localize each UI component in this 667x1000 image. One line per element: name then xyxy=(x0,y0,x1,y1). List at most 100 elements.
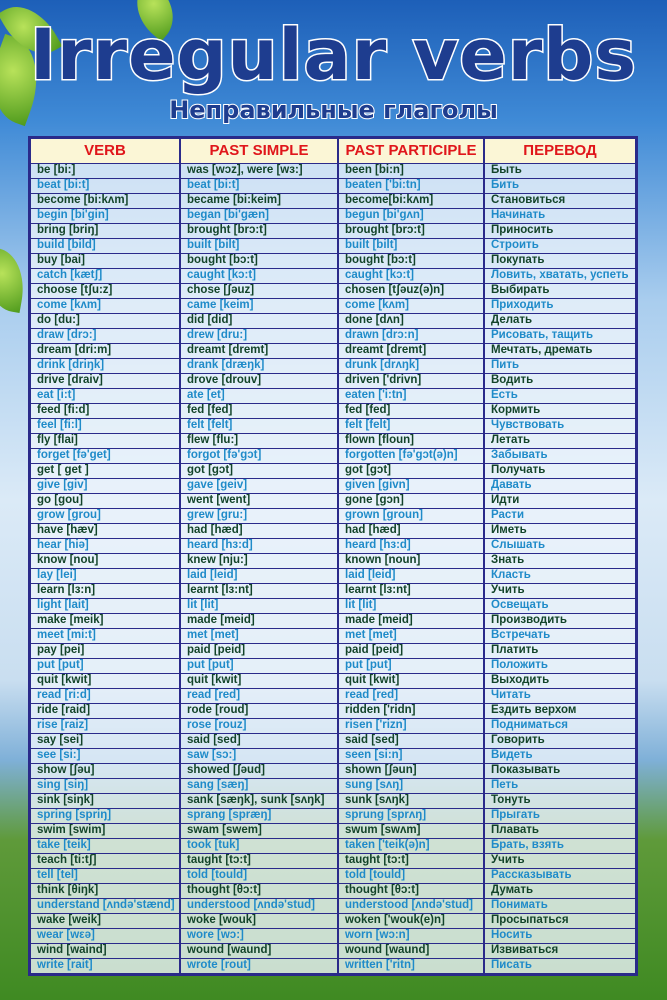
table-row: drive [draiv] drove [drouv] driven ['drivn… xyxy=(31,373,635,388)
past-participle-cell: paid [peid] xyxy=(339,644,485,658)
table-row: light [lait] lit [lit] lit [lit] Освещать xyxy=(31,598,635,613)
past-participle-cell: made [meid] xyxy=(339,614,485,628)
verb-cell: dream [dri:m] xyxy=(31,344,181,358)
past-simple-cell: wrote [rout] xyxy=(181,959,339,973)
verb-cell: get [ get ] xyxy=(31,464,181,478)
verb-cell: feed [fi:d] xyxy=(31,404,181,418)
verb-cell: spring [spriŋ] xyxy=(31,809,181,823)
verb-cell: rise [raiz] xyxy=(31,719,181,733)
translation-cell: Получать xyxy=(485,464,635,478)
table-row: choose [tʃu:z] chose [ʃəuz] chosen [tʃəuz(… xyxy=(31,283,635,298)
translation-cell: Положить xyxy=(485,659,635,673)
table-row: be [bi:] was [wɔz], were [wɜ:] been [bi:n]… xyxy=(31,163,635,178)
translation-cell: Освещать xyxy=(485,599,635,613)
translation-cell: Ездить верхом xyxy=(485,704,635,718)
past-participle-cell: sung [sʌŋ] xyxy=(339,779,485,793)
past-participle-cell: chosen [tʃəuz(ə)n] xyxy=(339,284,485,298)
table-row: wake [weik] woke [wouk] woken ['wouk(e)n] П… xyxy=(31,913,635,928)
past-participle-cell: grown [groun] xyxy=(339,509,485,523)
past-participle-cell: worn [wɔ:n] xyxy=(339,929,485,943)
past-participle-cell: lit [lit] xyxy=(339,599,485,613)
table-row: meet [mi:t] met [met] met [met] Встречать xyxy=(31,628,635,643)
table-row: drink [driŋk] drank [dræŋk] drunk [drʌŋk] П… xyxy=(31,358,635,373)
table-row: show [ʃəu] showed [ʃəud] shown [ʃəun] Показ… xyxy=(31,763,635,778)
past-participle-cell: taken ['teik(ə)n] xyxy=(339,839,485,853)
translation-cell: Думать xyxy=(485,884,635,898)
table-row: tell [tel] told [tould] told [tould] Расска… xyxy=(31,868,635,883)
verb-cell: write [rait] xyxy=(31,959,181,973)
translation-cell: Просыпаться xyxy=(485,914,635,928)
past-simple-cell: learnt [lɜ:nt] xyxy=(181,584,339,598)
table-row: go [gou] went [went] gone [gɔn] Идти xyxy=(31,493,635,508)
past-participle-cell: seen [si:n] xyxy=(339,749,485,763)
verb-cell: eat [i:t] xyxy=(31,389,181,403)
translation-cell: Приходить xyxy=(485,299,635,313)
past-participle-cell: understood [ʌndə'stud] xyxy=(339,899,485,913)
translation-cell: Брать, взять xyxy=(485,839,635,853)
verb-cell: lay [lei] xyxy=(31,569,181,583)
past-simple-cell: ate [et] xyxy=(181,389,339,403)
past-simple-cell: said [sed] xyxy=(181,734,339,748)
past-simple-cell: gave [geiv] xyxy=(181,479,339,493)
header-past-participle: PAST PARTICIPLE xyxy=(339,139,485,163)
table-row: sink [siŋk] sank [sæŋk], sunk [sʌŋk] sunk … xyxy=(31,793,635,808)
verb-cell: fly [flai] xyxy=(31,434,181,448)
translation-cell: Расти xyxy=(485,509,635,523)
translation-cell: Летать xyxy=(485,434,635,448)
past-simple-cell: became [bi:keim] xyxy=(181,194,339,208)
verb-cell: meet [mi:t] xyxy=(31,629,181,643)
past-simple-cell: taught [tɔ:t] xyxy=(181,854,339,868)
translation-cell: Писать xyxy=(485,959,635,973)
poster-title: Irregular verbs xyxy=(28,13,638,98)
table-row: lay [lei] laid [leid] laid [leid] Класть xyxy=(31,568,635,583)
verb-cell: understand [ʌndə'stænd] xyxy=(31,899,181,913)
past-participle-cell: fed [fed] xyxy=(339,404,485,418)
translation-cell: Плавать xyxy=(485,824,635,838)
translation-cell: Встречать xyxy=(485,629,635,643)
past-simple-cell: had [hæd] xyxy=(181,524,339,538)
past-participle-cell: caught [kɔ:t] xyxy=(339,269,485,283)
past-participle-cell: become[bi:kʌm] xyxy=(339,194,485,208)
translation-cell: Покупать xyxy=(485,254,635,268)
table-row: draw [drɔ:] drew [dru:] drawn [drɔ:n] Рисов… xyxy=(31,328,635,343)
translation-cell: Начинать xyxy=(485,209,635,223)
table-row: see [si:] saw [sɔ:] seen [si:n] Видеть xyxy=(31,748,635,763)
past-simple-cell: thought [θɔ:t] xyxy=(181,884,339,898)
past-participle-cell: laid [leid] xyxy=(339,569,485,583)
table-row: begin [bi'gin] began [bi'gæn] begun [bi'gʌ… xyxy=(31,208,635,223)
past-participle-cell: given [givn] xyxy=(339,479,485,493)
verb-cell: go [gou] xyxy=(31,494,181,508)
verb-cell: be [bi:] xyxy=(31,164,181,178)
past-simple-cell: did [did] xyxy=(181,314,339,328)
verb-cell: do [du:] xyxy=(31,314,181,328)
table-row: buy [bai] bought [bɔ:t] bought [bɔ:t] Покуп… xyxy=(31,253,635,268)
verb-cell: put [put] xyxy=(31,659,181,673)
verb-cell: catch [kætʃ] xyxy=(31,269,181,283)
table-row: think [θiŋk] thought [θɔ:t] thought [θɔ:t]… xyxy=(31,883,635,898)
past-participle-cell: taught [tɔ:t] xyxy=(339,854,485,868)
verb-cell: say [sei] xyxy=(31,734,181,748)
verb-cell: buy [bai] xyxy=(31,254,181,268)
translation-cell: Водить xyxy=(485,374,635,388)
table-row: quit [kwit] quit [kwit] quit [kwit] Выходит… xyxy=(31,673,635,688)
table-row: swim [swim] swam [swem] swum [swʌm] Плавать xyxy=(31,823,635,838)
verb-cell: bring [briŋ] xyxy=(31,224,181,238)
translation-cell: Становиться xyxy=(485,194,635,208)
table-row: get [ get ] got [gɔt] got [gɔt] Получать xyxy=(31,463,635,478)
translation-cell: Прыгать xyxy=(485,809,635,823)
past-participle-cell: read [red] xyxy=(339,689,485,703)
past-simple-cell: drank [dræŋk] xyxy=(181,359,339,373)
verb-cell: wear [wεə] xyxy=(31,929,181,943)
table-row: rise [raiz] rose [rouz] risen ['rizn] Подни… xyxy=(31,718,635,733)
past-simple-cell: built [bilt] xyxy=(181,239,339,253)
verb-cell: see [si:] xyxy=(31,749,181,763)
past-simple-cell: lit [lit] xyxy=(181,599,339,613)
translation-cell: Подниматься xyxy=(485,719,635,733)
past-simple-cell: fed [fed] xyxy=(181,404,339,418)
translation-cell: Делать xyxy=(485,314,635,328)
past-participle-cell: drunk [drʌŋk] xyxy=(339,359,485,373)
past-participle-cell: sprung [sprʌŋ] xyxy=(339,809,485,823)
verb-cell: sink [siŋk] xyxy=(31,794,181,808)
past-simple-cell: came [keim] xyxy=(181,299,339,313)
translation-cell: Бить xyxy=(485,179,635,193)
